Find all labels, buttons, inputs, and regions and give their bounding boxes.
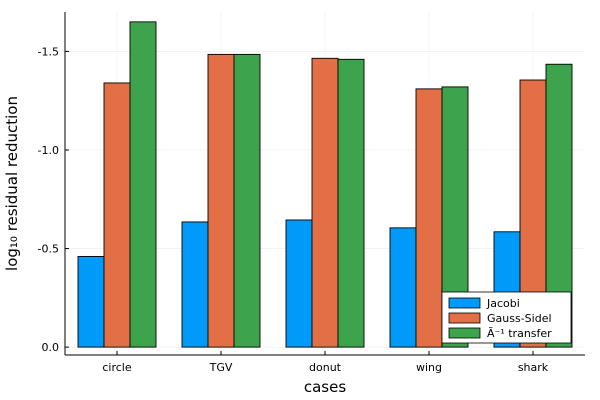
x-tick-label: circle [102, 361, 131, 374]
y-tick-label: 0.0 [42, 341, 60, 354]
bar [181, 221, 209, 348]
x-axis-title: cases [304, 378, 346, 396]
bar [103, 82, 131, 348]
x-tick-label: shark [518, 361, 549, 374]
bar [415, 88, 443, 348]
y-axis-title: log₁₀ residual reduction [3, 96, 21, 271]
legend: Jacobi Gauss-Sidel Ã⁻¹ transfer [441, 291, 572, 344]
bar [77, 255, 105, 348]
x-tick-label: wing [416, 361, 442, 374]
legend-swatch [448, 327, 481, 339]
bar [233, 53, 261, 348]
y-tick-label: -1.5 [38, 45, 59, 58]
bar [129, 21, 157, 348]
x-tick-label: donut [309, 361, 342, 374]
legend-label: Ã⁻¹ transfer [487, 327, 552, 340]
legend-swatch [448, 312, 481, 324]
bar [337, 58, 365, 348]
bar [207, 53, 235, 348]
bar [311, 57, 339, 348]
legend-swatch [448, 297, 481, 309]
y-tick-label: -0.5 [38, 243, 59, 256]
bars [77, 21, 573, 348]
legend-label: Jacobi [486, 297, 520, 310]
bar [285, 219, 313, 348]
tick-labels: 0.0 -0.5 -1.0 -1.5 circle TGV donut wing shark [38, 45, 549, 374]
y-tick-label: -1.0 [38, 144, 59, 157]
bar [389, 227, 417, 348]
legend-label: Gauss-Sidel [487, 312, 552, 325]
x-tick-label: TGV [209, 361, 233, 374]
